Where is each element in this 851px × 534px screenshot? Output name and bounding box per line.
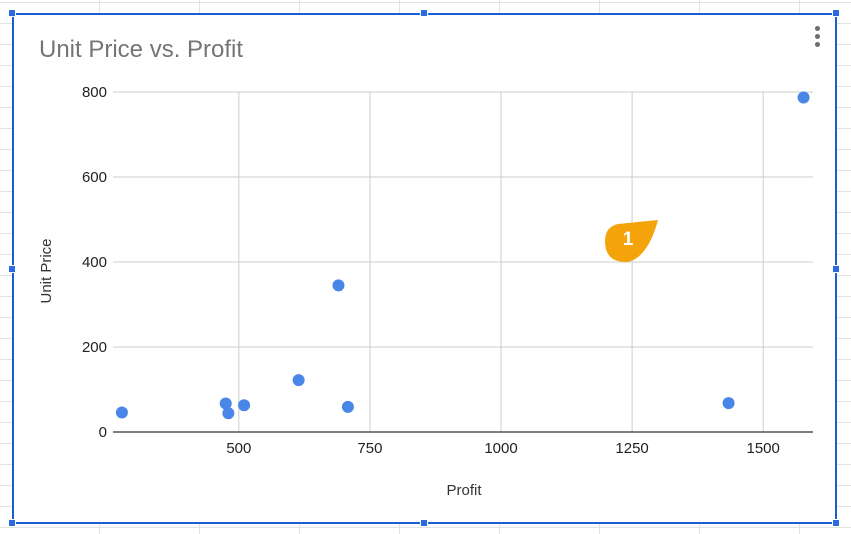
resize-handle-icon[interactable] — [8, 9, 16, 17]
annotation-callout-icon[interactable] — [604, 219, 658, 263]
y-tick-label: 800 — [82, 84, 107, 101]
x-tick-label: 500 — [226, 440, 251, 457]
data-point — [722, 397, 735, 410]
more-vert-icon[interactable] — [812, 24, 824, 50]
data-points — [115, 91, 810, 420]
y-axis-label: Unit Price — [38, 238, 55, 303]
resize-handle-icon[interactable] — [832, 9, 840, 17]
resize-handle-icon[interactable] — [8, 519, 16, 527]
data-point — [292, 374, 305, 387]
tick-labels: 0 200 400 600 800 500 750 1000 1250 1500 — [82, 84, 780, 457]
gridlines — [113, 91, 813, 432]
y-tick-label: 400 — [82, 254, 107, 271]
data-point — [238, 399, 251, 412]
y-tick-label: 0 — [99, 424, 107, 441]
resize-handle-icon[interactable] — [8, 265, 16, 273]
data-point — [797, 91, 810, 104]
data-point — [341, 400, 354, 413]
chart-title[interactable]: Unit Price vs. Profit — [39, 36, 244, 63]
data-point — [219, 397, 232, 410]
data-point — [332, 279, 345, 292]
chart-container[interactable] — [12, 13, 836, 523]
x-tick-label: 1000 — [484, 440, 517, 457]
x-tick-label: 1250 — [615, 440, 648, 457]
data-point — [115, 406, 128, 419]
resize-handle-icon[interactable] — [832, 265, 840, 273]
annotation-label: 1 — [622, 229, 634, 250]
x-axis-label: Profit — [446, 482, 482, 499]
y-tick-label: 200 — [82, 339, 107, 356]
resize-handle-icon[interactable] — [832, 519, 840, 527]
x-tick-label: 1500 — [746, 440, 779, 457]
resize-handle-icon[interactable] — [420, 519, 428, 527]
y-tick-label: 600 — [82, 169, 107, 186]
resize-handle-icon[interactable] — [420, 9, 428, 17]
data-point — [222, 407, 235, 420]
x-tick-label: 750 — [357, 440, 382, 457]
